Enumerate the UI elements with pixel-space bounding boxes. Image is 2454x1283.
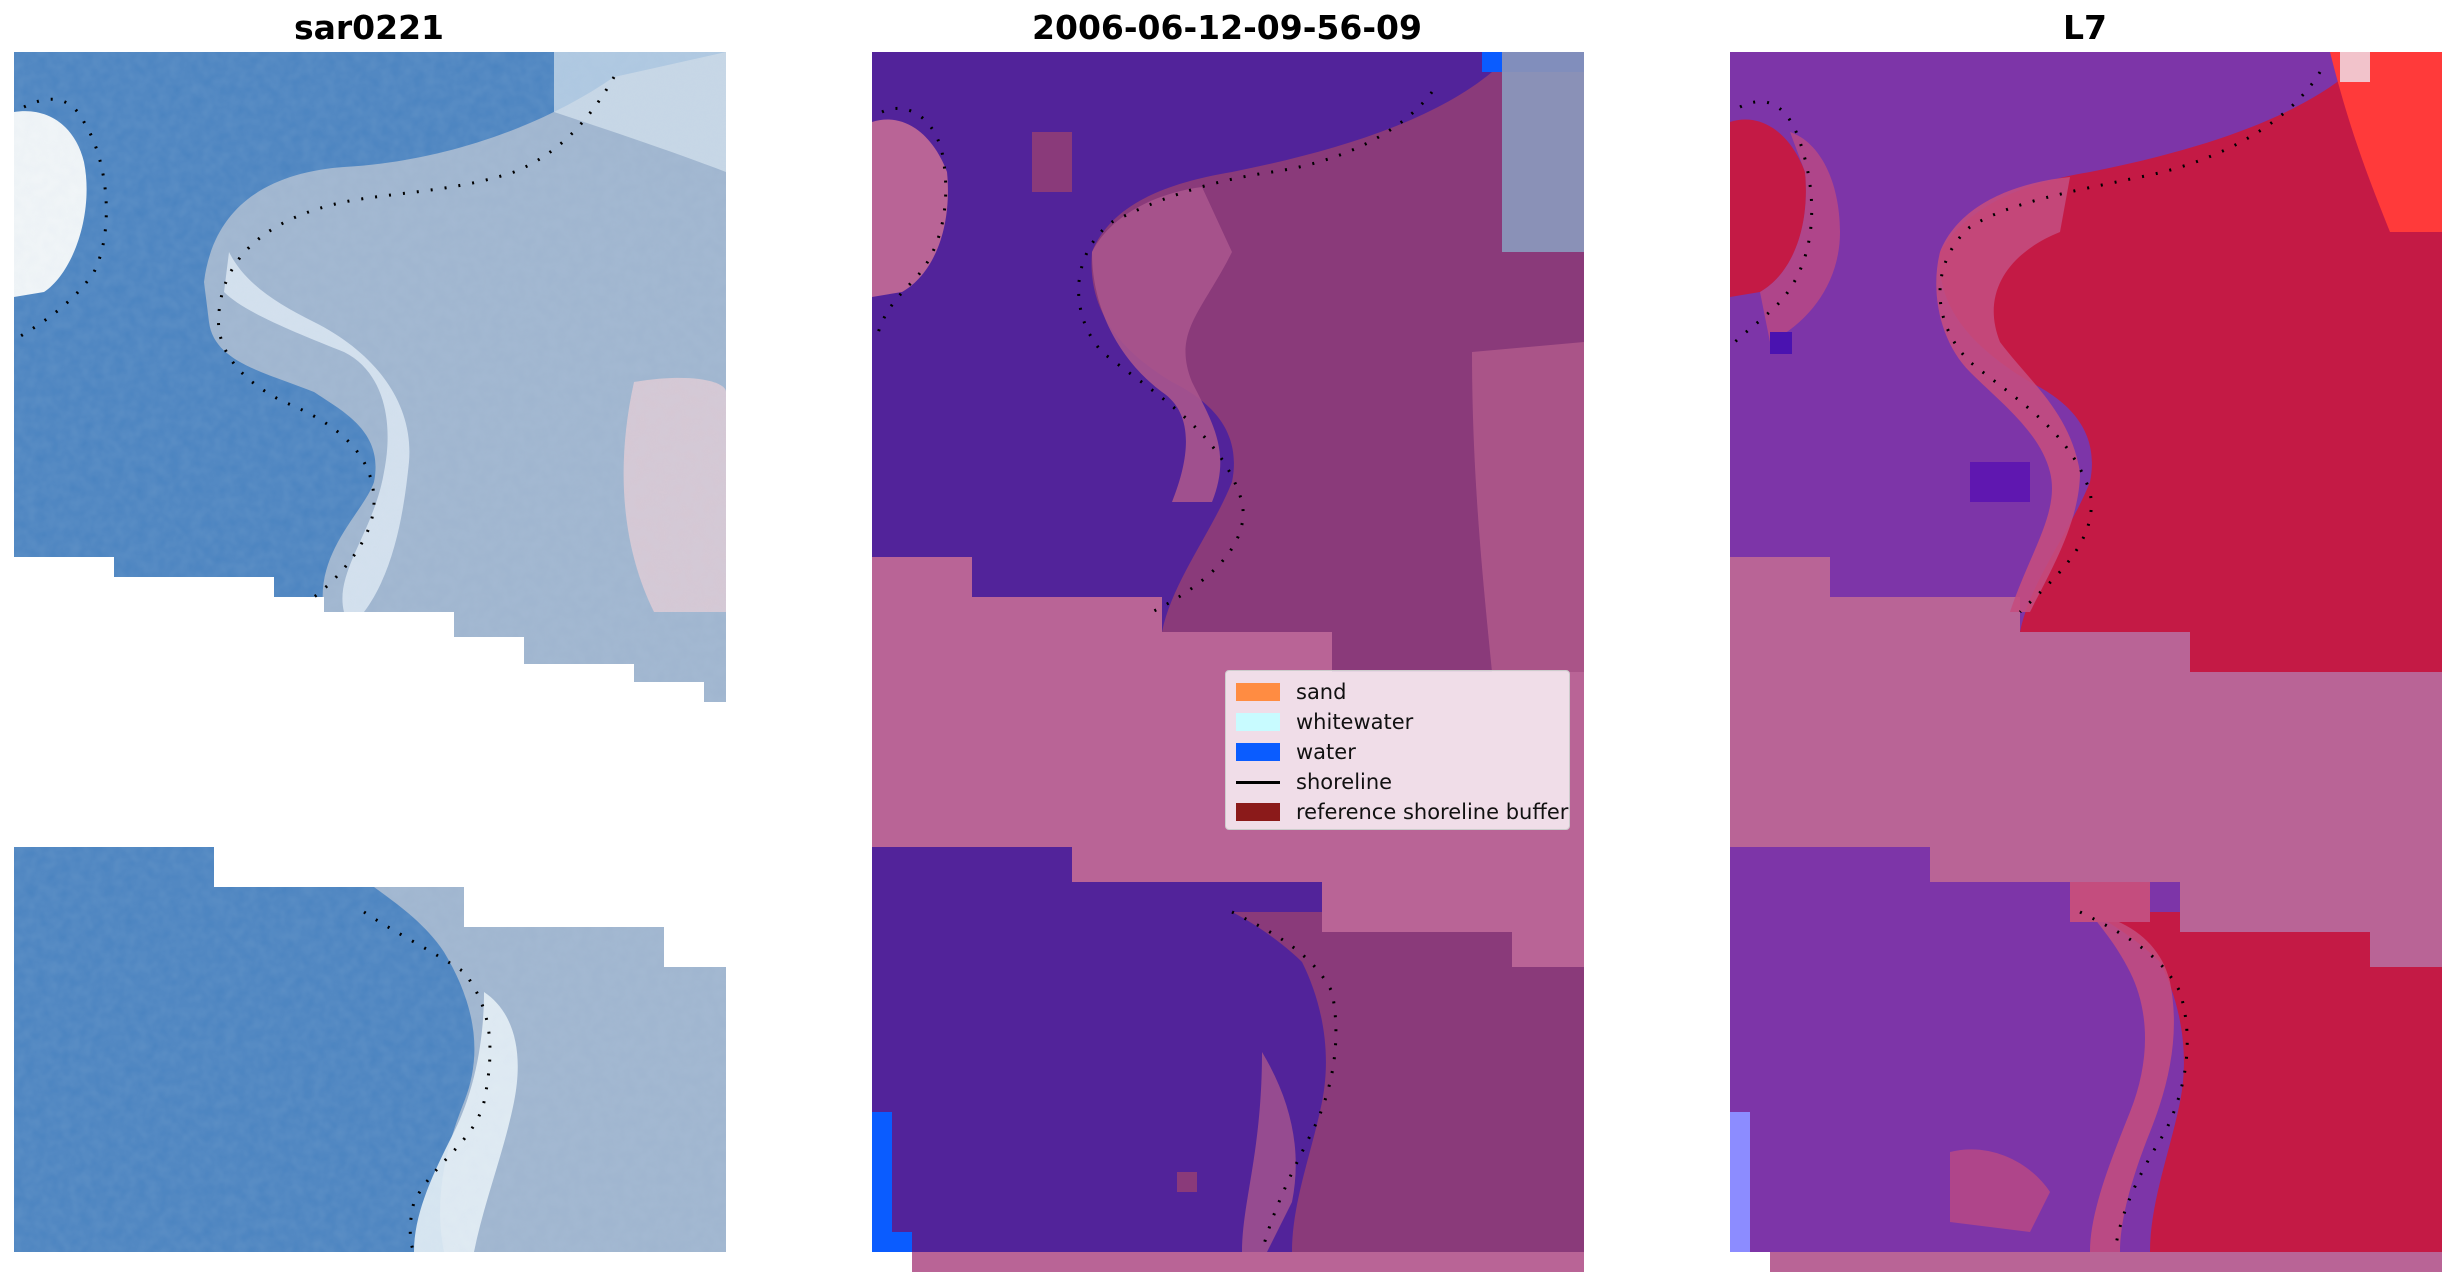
rgb-shoreline-lower <box>363 910 492 1253</box>
water-swatch <box>1236 743 1280 761</box>
index-land-lower-edge <box>2090 912 2174 1252</box>
classified-top-right-rgb <box>1502 52 1584 252</box>
rgb-image-panel <box>14 52 726 1272</box>
classified-land-right-light <box>1472 342 1584 672</box>
index-image <box>1730 52 2442 1272</box>
panel-title-classified: 2006-06-12-09-56-09 <box>1032 8 1422 47</box>
shoreline-line <box>1236 780 1280 784</box>
legend-label-water: water <box>1296 740 1356 764</box>
rgb-shoreline-upper-2 <box>216 76 616 599</box>
index-land-lower <box>2090 912 2442 1252</box>
index-image-panel <box>1730 52 2442 1272</box>
index-dark-spot-1 <box>1770 332 1792 354</box>
legend-label-whitewater: whitewater <box>1296 710 1414 734</box>
classified-land-lower-light <box>1242 1052 1296 1252</box>
legend-item-water: water <box>1236 737 1559 767</box>
panel-title-index: L7 <box>2063 8 2107 47</box>
rgb-shoreline-upper <box>18 97 108 339</box>
sand-swatch <box>1236 683 1280 701</box>
legend-item-sand: sand <box>1236 677 1559 707</box>
legend-label-sand: sand <box>1296 680 1347 704</box>
legend-item-whitewater: whitewater <box>1236 707 1559 737</box>
index-buffer-band <box>1730 557 2442 967</box>
classified-image-panel <box>872 52 1584 1272</box>
whitewater-swatch <box>1236 713 1280 731</box>
legend-item-buffer: reference shoreline buffer <box>1236 797 1568 827</box>
classified-land-lower <box>1232 912 1584 1252</box>
rgb-nodata-gap <box>14 557 726 967</box>
index-land-upper <box>1939 72 2442 672</box>
rgb-image <box>14 52 726 1253</box>
index-left-patch-edge <box>1760 132 1840 342</box>
legend-label-shoreline: shoreline <box>1296 770 1393 794</box>
classified-land-upper-light <box>1092 187 1232 502</box>
classified-image <box>872 52 1584 1272</box>
index-lower-edge-patch <box>2070 882 2150 922</box>
index-top-right-light <box>2340 52 2370 82</box>
legend-item-shoreline: shoreline <box>1236 767 1559 797</box>
legend: sand whitewater water shoreline referenc… <box>1225 670 1570 830</box>
classified-small-patch-2 <box>1177 1172 1197 1192</box>
index-top-right-bright <box>2330 52 2442 232</box>
panel-title-rgb: sar0221 <box>293 8 445 47</box>
index-bottom-buffer <box>1770 1252 2442 1272</box>
index-land-upper-edge <box>1936 177 2080 612</box>
index-water-strip <box>1730 1112 1750 1252</box>
classified-shoreline-main <box>1077 91 1434 614</box>
buffer-swatch <box>1236 803 1280 821</box>
classified-water-corner <box>872 1232 912 1252</box>
classified-bottom-buffer <box>912 1252 1584 1272</box>
index-lower-left-pink <box>1950 1149 2050 1232</box>
index-dark-spot-2 <box>1970 462 2030 502</box>
classified-left-patch <box>872 119 948 297</box>
classified-small-patch <box>1032 132 1072 192</box>
classified-water-strip <box>872 1112 892 1252</box>
index-left-patch <box>1730 119 1806 297</box>
legend-label-buffer: reference shoreline buffer <box>1296 800 1569 824</box>
classified-water-pixel <box>1482 52 1502 72</box>
